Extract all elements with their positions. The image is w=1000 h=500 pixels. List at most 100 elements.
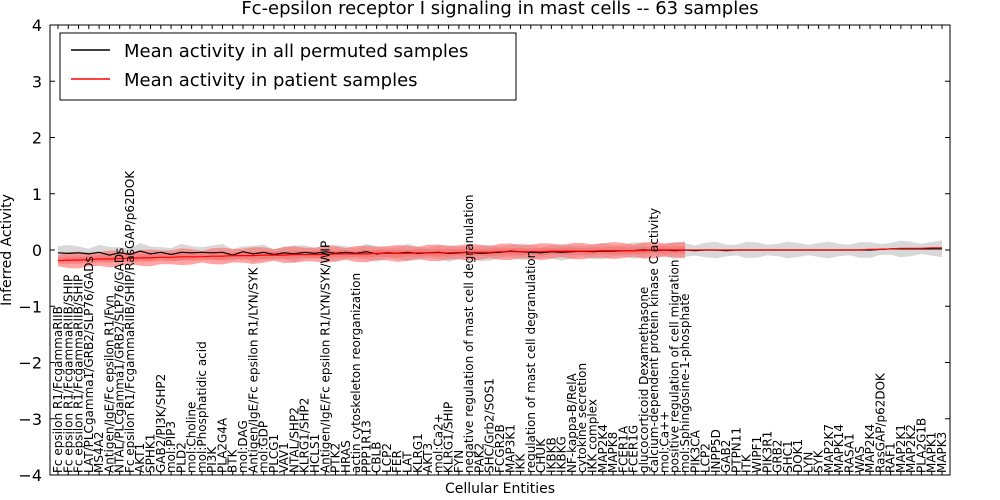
- x-tick-label: LCP2: [380, 443, 394, 473]
- x-tick-label: mol:Ca++: [658, 411, 672, 473]
- chart-title: Fc-epsilon receptor I signaling in mast …: [241, 0, 758, 19]
- x-tick-label: mol:Ca2+: [431, 413, 445, 473]
- x-tick-label: PTPN11: [729, 427, 743, 473]
- x-tick-label: Antigen/IgE/Fc epsilon R1/LYN/SYK: [246, 266, 260, 473]
- x-tick-label: MAP2K2: [904, 424, 918, 473]
- y-axis-label: Inferred Activity: [0, 194, 15, 306]
- x-tick-label: FCGR2B: [493, 424, 507, 473]
- x-tick-label: mol:PIP3: [164, 421, 178, 473]
- x-tick-label: FYN: [452, 450, 466, 473]
- x-tick-label: negative regulation of mast cell degranu…: [462, 195, 476, 474]
- x-tick-label: RASA1: [843, 433, 857, 473]
- x-tick-label: glucocorticoid Dexamethasone: [637, 287, 651, 473]
- legend: Mean activity in all permuted samples Me…: [59, 32, 517, 101]
- y-tick-label: −3: [18, 410, 42, 429]
- x-tick-label: positive regulation of cell migration: [668, 260, 682, 473]
- y-tick-label: −2: [18, 354, 42, 373]
- x-tick-label: NTAL/PLCgamma1/GRB2/SLP76/GADs: [113, 248, 127, 473]
- x-tick-label: mol:Choline: [185, 402, 199, 473]
- x-tick-label: SPHK1: [144, 434, 158, 473]
- x-tick-label: KLRG1/SHP2: [298, 398, 312, 473]
- y-tick-label: −1: [18, 297, 42, 316]
- x-tick-label: LYN: [801, 452, 815, 473]
- x-tick-label: mol:GDP: [257, 421, 271, 473]
- x-tick-label: IKBKG: [555, 436, 569, 473]
- x-tick-label: GAB2/PI3K/SHP2: [154, 374, 168, 473]
- x-tick-label: RasGAP/p62DOK: [873, 372, 887, 473]
- x-tick-label: KLRG1: [411, 433, 425, 473]
- y-tick-label: 1: [32, 185, 42, 204]
- x-tick-label: PLA2G1B: [914, 418, 928, 473]
- x-tick-label: CHUK: [534, 438, 548, 473]
- x-tick-label: PLCG1: [267, 434, 281, 473]
- x-tick-label: IKK complex: [586, 399, 600, 473]
- x-tick-label: MAPK8: [606, 432, 620, 473]
- x-tick-label: DOK1: [791, 439, 805, 473]
- y-tick-label: −4: [18, 466, 42, 485]
- series-lines: [57, 247, 942, 262]
- x-axis-label: Cellular Entities: [445, 481, 555, 497]
- x-tick-label: Fc epsilon R1/FcgammaRIIB/SHIP/RasGAP/p6…: [123, 170, 137, 473]
- x-tick-label: AKT1: [133, 443, 147, 473]
- x-tick-label: Fc epsilon R1/FcgammaRIIB/SHIP: [72, 275, 86, 473]
- x-tick-label: PTK2: [329, 443, 343, 473]
- x-tick-label: MAPK14: [832, 424, 846, 473]
- x-tick-label: PAK2: [472, 443, 486, 473]
- x-tick-label: AKT3: [421, 443, 435, 473]
- x-tick-label: MAP2K4: [863, 424, 877, 473]
- x-tick-label: SHC1: [781, 440, 795, 473]
- x-tick-label: MAP3K1: [503, 424, 517, 473]
- x-tick-label: GRB2: [771, 439, 785, 473]
- x-tick-label: ITK: [740, 453, 754, 473]
- patient-band-inner: [58, 246, 685, 264]
- confidence-bands: [58, 240, 942, 269]
- legend-box: [59, 32, 517, 101]
- x-tick-label: Antigen/IgE/Fc epsilon R1/LYN/SYK/WIP: [318, 241, 332, 473]
- x-tick-label: SYK: [812, 449, 826, 473]
- x-tick-label: MAPK3: [935, 432, 949, 473]
- x-tick-label: MAP2K1: [894, 424, 908, 473]
- x-tick-label: IKK: [514, 453, 528, 473]
- x-tick-label: Fc epsilon R1/FcgammaRIIB: [51, 306, 65, 473]
- x-tick-label: FCER1G: [627, 425, 641, 473]
- x-tick-label: WAS: [853, 446, 867, 473]
- x-tick-label: GAB2: [719, 440, 733, 473]
- x-tick-label: calcium-dependent protein kinase C activ…: [647, 208, 661, 473]
- y-tick-label: 3: [32, 72, 42, 91]
- x-tick-label: FER: [390, 450, 404, 473]
- x-axis: Fc epsilon R1/FcgammaRIIB Fc epsilon R1/F…: [51, 25, 949, 475]
- x-tick-label: FCER1A: [616, 425, 630, 473]
- x-tick-label: WIPF1: [750, 436, 764, 473]
- x-tick-label: NTAL/SHP2: [287, 407, 301, 473]
- x-tick-label: INPP5D: [709, 429, 723, 473]
- x-tick-label: LAT: [401, 451, 415, 473]
- series-line-patient: [57, 247, 942, 262]
- x-tick-label: MAP2K7: [822, 424, 836, 473]
- y-tick-label: 4: [32, 16, 42, 35]
- x-tick-label: CBLB: [370, 442, 384, 474]
- x-tick-label: Antigen/IgE/Fc epsilon R1/Fyn: [102, 295, 116, 473]
- x-tick-label: MAPK1: [925, 432, 939, 473]
- x-tick-label: PLA2G4A: [216, 417, 230, 473]
- x-tick-label: HRAS: [339, 440, 353, 473]
- x-tick-label: mol:Sphingosine-1-phosphate: [678, 293, 692, 473]
- x-tick-label: PPP1R13: [359, 420, 373, 473]
- x-tick-label: VAV1: [277, 442, 291, 473]
- y-tick-label: 2: [32, 129, 42, 148]
- x-tick-label: BTK: [226, 448, 240, 473]
- x-tick-label: PIK3CA: [688, 429, 702, 473]
- x-tick-label: regulation of mast cell degranulation: [524, 251, 538, 473]
- x-tick-label: NF-kappa-B/RelA: [565, 372, 579, 473]
- x-tick-label: LCP2: [699, 443, 713, 473]
- x-tick-label: SHC/Grb2/SOS1: [483, 378, 497, 473]
- x-tick-label: MAP2K4: [596, 424, 610, 473]
- x-tick-label: MS4A2: [92, 432, 106, 473]
- x-tick-label: LAT/PLCgamma1/GRB2/SLP76/GADs: [82, 256, 96, 473]
- x-tick-label: cytokine secretion: [575, 363, 589, 473]
- x-tick-label: mol:DAG: [236, 420, 250, 473]
- y-axis: −4 −3 −2 −1 0 1 2 3 4: [18, 16, 950, 485]
- x-tick-label: IKBKB: [544, 437, 558, 473]
- x-tick-label: PIK3R1: [760, 431, 774, 473]
- x-tick-label: actin cytoskeleton reorganization: [349, 273, 363, 473]
- legend-label-patient: Mean activity in patient samples: [124, 70, 418, 91]
